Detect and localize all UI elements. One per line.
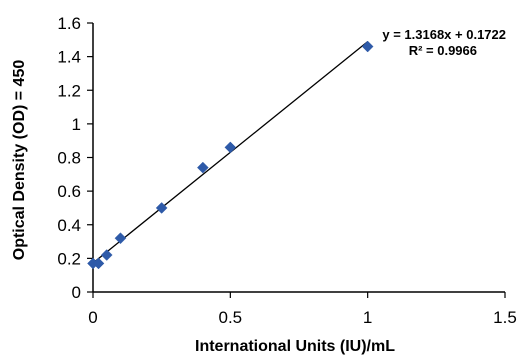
y-tick-label: 0.2 <box>57 249 81 268</box>
data-point-diamond <box>100 249 113 261</box>
data-point-diamond <box>197 161 209 174</box>
data-point-diamond <box>224 141 237 154</box>
y-axis-ticks: 0 0.2 0.4 0.6 0.8 1 1.2 1.4 1.6 <box>57 14 93 302</box>
data-point-diamond <box>114 232 127 245</box>
trendline-equation: y = 1.3168x + 0.1722 <box>382 27 506 42</box>
data-point-diamond <box>92 257 105 270</box>
x-tick-label: 0 <box>88 308 97 327</box>
x-axis-label: International Units (IU)/mL <box>195 338 395 355</box>
data-point-diamond <box>155 202 168 214</box>
x-axis-ticks: 0 0.5 1 1.5 <box>88 292 517 327</box>
y-tick-label: 0 <box>72 283 81 302</box>
y-axis-label: Optical Density (OD) = 450 <box>11 60 28 261</box>
y-tick-label: 1.4 <box>57 48 81 67</box>
x-tick-label: 0.5 <box>219 308 243 327</box>
data-points <box>87 40 374 270</box>
x-tick-label: 1.5 <box>493 308 517 327</box>
y-tick-label: 0.8 <box>57 149 81 168</box>
r-squared-value: R² = 0.9966 <box>409 43 477 58</box>
y-tick-label: 1.2 <box>57 81 81 100</box>
y-tick-label: 0.4 <box>57 216 81 235</box>
axes <box>92 23 505 293</box>
y-tick-label: 1 <box>72 115 81 134</box>
y-tick-label: 1.6 <box>57 14 81 33</box>
y-tick-label: 0.6 <box>57 182 81 201</box>
data-point-diamond <box>361 40 374 53</box>
x-tick-label: 1 <box>363 308 372 327</box>
